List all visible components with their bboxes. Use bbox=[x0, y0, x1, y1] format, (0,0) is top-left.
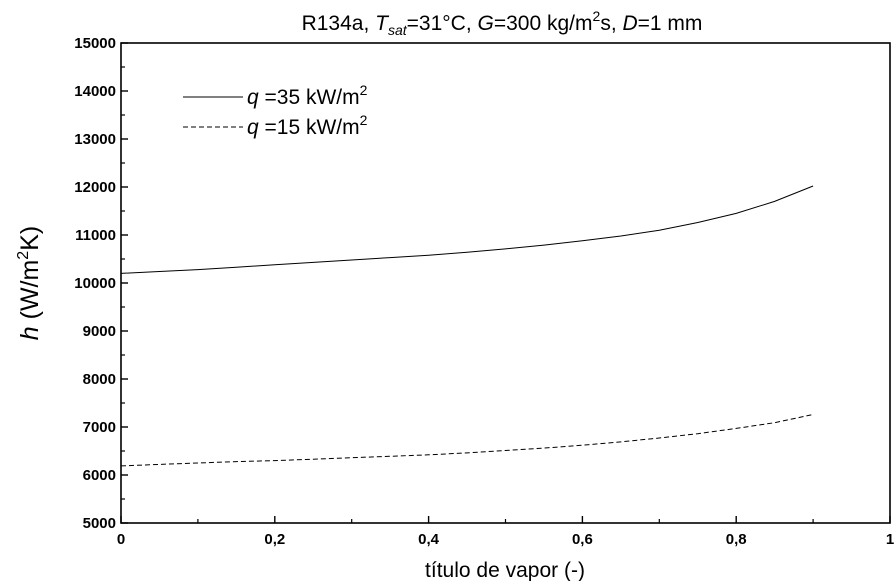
legend: q =35 kW/m2 q =15 kW/m2 bbox=[183, 82, 368, 139]
x-axis-label: título de vapor (-) bbox=[425, 559, 585, 581]
y-tick-label: 15000 bbox=[74, 35, 116, 52]
series-line-1-solid bbox=[120, 185, 814, 274]
x-tick-label: 0,4 bbox=[418, 531, 440, 548]
y-axis-label: h (W/m2K) bbox=[15, 226, 44, 340]
x-axis-ticks: 0 0,2 0,4 0,6 0,8 1 bbox=[117, 516, 894, 548]
x-tick-label: 0,2 bbox=[264, 531, 285, 548]
chart-title: R134a, Tsat=31°C, G=300 kg/m2s, D=1 mm bbox=[302, 8, 703, 38]
y-tick-label: 12000 bbox=[74, 179, 116, 196]
y-tick-label: 13000 bbox=[74, 131, 116, 148]
legend-label-15: q =15 kW/m2 bbox=[247, 112, 368, 139]
y-tick-label: 5000 bbox=[83, 515, 116, 532]
x-tick-label: 0,6 bbox=[572, 531, 593, 548]
x-tick-label: 1 bbox=[886, 531, 894, 548]
y-tick-label: 11000 bbox=[75, 227, 116, 244]
y-axis-ticks: 5000 6000 7000 8000 9000 10000 11000 12000 13000… bbox=[74, 35, 128, 532]
y-tick-label: 14000 bbox=[74, 83, 116, 100]
y-tick-label: 10000 bbox=[74, 275, 116, 292]
series-layer bbox=[120, 185, 814, 467]
y-tick-label: 7000 bbox=[83, 419, 116, 436]
x-tick-label: 0,8 bbox=[726, 531, 747, 548]
x-tick-label: 0 bbox=[117, 531, 125, 548]
y-tick-label: 6000 bbox=[83, 467, 116, 484]
y-tick-label: 8000 bbox=[83, 371, 116, 388]
legend-label-35: q =35 kW/m2 bbox=[247, 82, 368, 109]
series-line-2-dashed bbox=[120, 414, 814, 467]
y-tick-label: 9000 bbox=[83, 323, 116, 340]
